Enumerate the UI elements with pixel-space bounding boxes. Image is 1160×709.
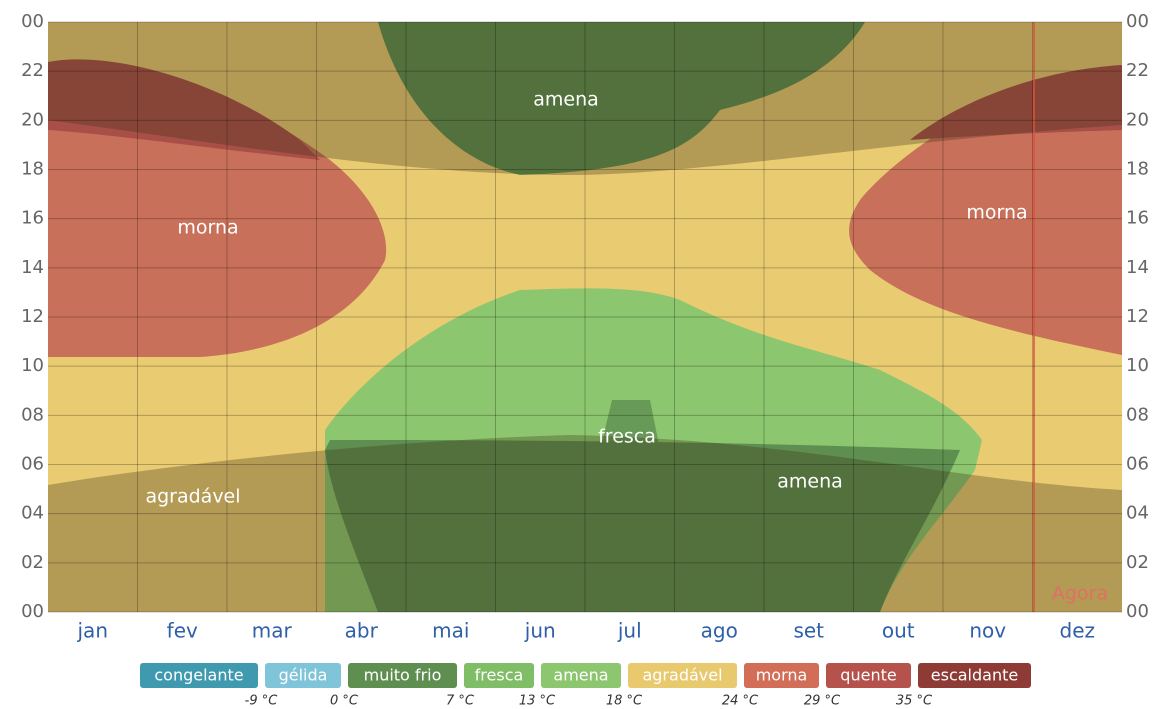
threshold-label: 13 °C (519, 694, 556, 709)
threshold-label: 7 °C (446, 694, 475, 709)
y-tick-label: 02 (1126, 552, 1149, 573)
amena-region (325, 440, 960, 612)
y-tick-label: 04 (1126, 503, 1149, 524)
y-tick-label: 18 (1126, 159, 1149, 180)
legend-label: escaldante (931, 666, 1018, 685)
x-tick-label: jul (617, 619, 642, 643)
y-tick-label: 14 (21, 257, 44, 278)
legend-swatch (826, 663, 911, 688)
y-tick-label: 10 (21, 355, 44, 376)
y-tick-label: 16 (1126, 208, 1149, 229)
x-tick-label: fev (167, 619, 198, 643)
y-tick-label: 14 (1126, 257, 1149, 278)
y-tick-label: 08 (1126, 404, 1149, 425)
legend-swatch (918, 663, 1031, 688)
night-shade (48, 435, 1122, 612)
legend-label: congelante (154, 666, 243, 685)
morna-region (849, 65, 1122, 355)
now-label: Agora (1052, 583, 1108, 605)
legend-swatch (541, 663, 621, 688)
y-tick-label: 10 (1126, 355, 1149, 376)
region-label: agradável (145, 486, 240, 508)
y-tick-label: 22 (21, 60, 44, 81)
x-tick-label: mai (432, 619, 469, 643)
plot: Agora (48, 22, 1122, 612)
y-tick-label: 04 (21, 503, 44, 524)
region-label: amena (777, 471, 843, 493)
threshold-label: -9 °C (245, 694, 279, 709)
legend-label: amena (553, 666, 608, 685)
y-tick-label: 12 (1126, 306, 1149, 327)
threshold-label: 29 °C (804, 694, 841, 709)
y-tick-label: 00 (21, 601, 44, 622)
legend-label: agradável (642, 666, 722, 685)
x-tick-label: jan (77, 619, 109, 643)
y-tick-label: 00 (21, 11, 44, 32)
x-tick-label: ago (701, 619, 738, 643)
legend-label: muito frio (364, 666, 442, 685)
legend-swatch (744, 663, 819, 688)
y-tick-label: 02 (21, 552, 44, 573)
y-tick-label: 12 (21, 306, 44, 327)
x-tick-label: jun (524, 619, 556, 643)
y-tick-label: 16 (21, 208, 44, 229)
y-tick-label: 20 (21, 109, 44, 130)
y-tick-label: 20 (1126, 109, 1149, 130)
legend-label: fresca (475, 666, 524, 685)
x-tick-label: abr (345, 619, 379, 643)
x-tick-label: out (882, 619, 915, 643)
threshold-label: 18 °C (606, 694, 643, 709)
legend-swatch (348, 663, 457, 688)
quente-region (910, 65, 1122, 140)
legend-label: gélida (279, 666, 328, 685)
threshold-label: 0 °C (330, 694, 359, 709)
region-label: morna (966, 202, 1027, 224)
legend-swatch (628, 663, 737, 688)
y-tick-label: 08 (21, 404, 44, 425)
y-tick-label: 18 (21, 159, 44, 180)
legend-swatch (265, 663, 341, 688)
amena-region (600, 400, 660, 490)
threshold-label: 35 °C (896, 694, 933, 709)
amena-region (378, 22, 865, 175)
y-tick-label: 00 (1126, 601, 1149, 622)
y-tick-label: 06 (1126, 454, 1149, 475)
x-tick-label: dez (1060, 619, 1096, 643)
region-label: amena (533, 89, 599, 111)
y-tick-label: 22 (1126, 60, 1149, 81)
night-shade (48, 22, 1122, 175)
y-tick-label: 00 (1126, 11, 1149, 32)
y-tick-label: 06 (21, 454, 44, 475)
region-label: morna (177, 217, 238, 239)
x-tick-label: mar (252, 619, 293, 643)
region-label: fresca (598, 426, 656, 448)
legend-swatch (464, 663, 534, 688)
x-tick-label: set (793, 619, 824, 643)
x-tick-label: nov (969, 619, 1006, 643)
threshold-label: 24 °C (722, 694, 759, 709)
legend-swatch (140, 663, 258, 688)
legend-label: morna (756, 666, 808, 685)
legend-label: quente (840, 666, 896, 685)
quente-region (48, 59, 320, 160)
